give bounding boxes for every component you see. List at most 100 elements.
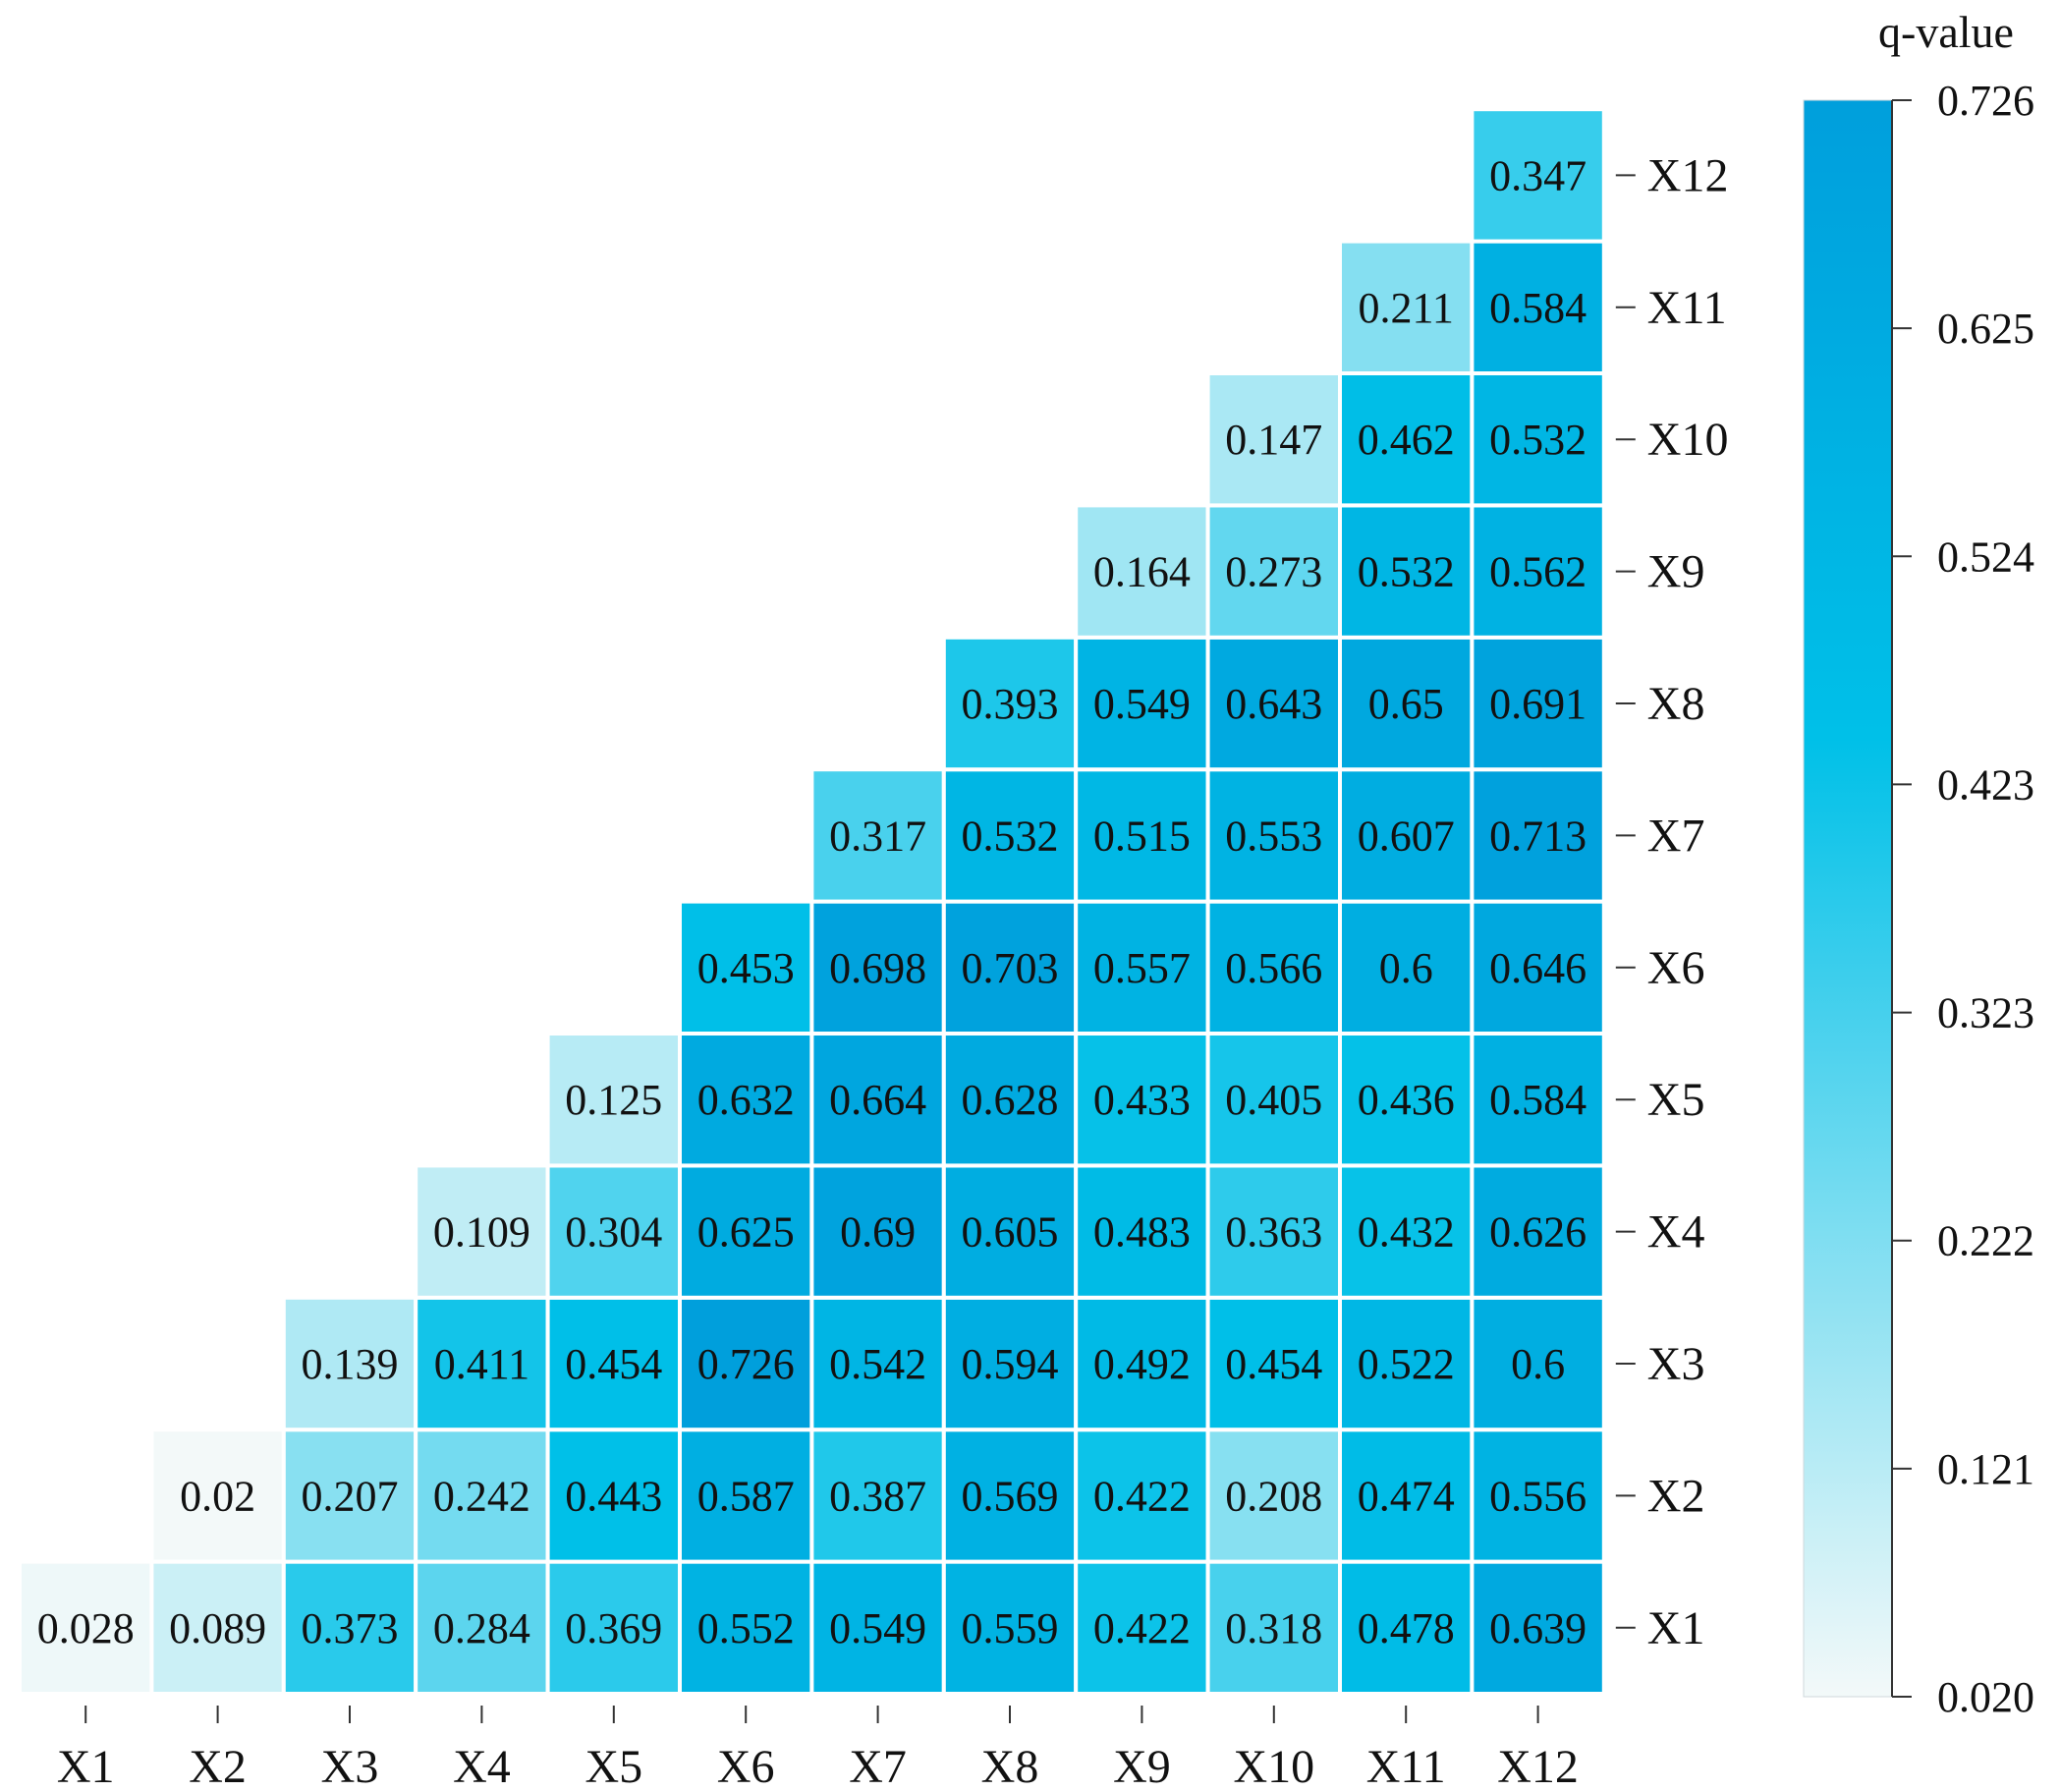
y-tick-label: X2 xyxy=(1647,1470,1705,1522)
cell-value-label: 0.553 xyxy=(1225,812,1322,860)
colorbar-tick-label: 0.726 xyxy=(1937,77,2034,125)
y-axis: X1 X2 X3 X4 X5 X6 X7 X8 X9 X10 X11 X12 xyxy=(1615,149,1729,1654)
cell-value-label: 0.208 xyxy=(1225,1472,1322,1520)
cell-value-label: 0.569 xyxy=(962,1472,1059,1520)
heatmap-cell-X8-X10 xyxy=(1205,635,1342,772)
y-tick-label: X6 xyxy=(1647,942,1705,994)
cell-value-label: 0.462 xyxy=(1358,416,1455,464)
colorbar-tick-label: 0.423 xyxy=(1937,760,2034,809)
cell-value-label: 0.363 xyxy=(1225,1208,1322,1257)
heatmap-cell-X6-X8 xyxy=(941,899,1079,1036)
cell-value-label: 0.726 xyxy=(697,1340,795,1388)
heatmap-cell-X6-X12 xyxy=(1470,899,1606,1036)
cell-value-label: 0.562 xyxy=(1489,548,1587,596)
x-axis: X1 X2 X3 X4 X5 X6 X7 X8 X9 X10 X11 X12 xyxy=(57,1706,1579,1792)
heatmap-cell-X1-X2 xyxy=(149,1559,286,1696)
heatmap-cell-X7-X8 xyxy=(941,767,1079,904)
cell-value-label: 0.369 xyxy=(565,1604,662,1652)
heatmap-cell-X5-X11 xyxy=(1338,1032,1475,1168)
heatmap-cell-X4-X12 xyxy=(1470,1163,1606,1300)
cell-value-label: 0.625 xyxy=(697,1208,795,1257)
x-tick-label: X4 xyxy=(453,1741,511,1792)
x-tick-label: X3 xyxy=(321,1741,379,1792)
cell-value-label: 0.639 xyxy=(1489,1604,1587,1652)
heatmap-cell-X5-X12 xyxy=(1470,1032,1606,1168)
cell-value-label: 0.125 xyxy=(565,1076,662,1124)
heatmap-cell-X4-X11 xyxy=(1338,1163,1475,1300)
heatmap-cell-X2-X12 xyxy=(1470,1428,1606,1564)
heatmap-cell-X10-X12 xyxy=(1470,371,1606,508)
heatmap-cell-X1-X7 xyxy=(809,1559,946,1696)
cell-value-label: 0.432 xyxy=(1358,1208,1455,1257)
cell-value-label: 0.436 xyxy=(1358,1076,1455,1124)
cell-value-label: 0.703 xyxy=(962,944,1059,992)
x-tick-label: X12 xyxy=(1497,1741,1579,1792)
heatmap-cell-X6-X9 xyxy=(1074,899,1210,1036)
cell-value-label: 0.433 xyxy=(1093,1076,1191,1124)
cell-value-label: 0.483 xyxy=(1093,1208,1191,1257)
x-tick-label: X1 xyxy=(57,1741,115,1792)
cell-value-label: 0.454 xyxy=(565,1340,662,1388)
colorbar-tick-label: 0.323 xyxy=(1937,989,2034,1037)
cell-value-label: 0.626 xyxy=(1489,1208,1587,1257)
x-tick-label: X2 xyxy=(189,1741,247,1792)
cell-value-label: 0.6 xyxy=(1511,1340,1565,1388)
y-tick-label: X12 xyxy=(1647,149,1729,201)
cell-value-label: 0.605 xyxy=(962,1208,1059,1257)
y-tick-label: X9 xyxy=(1647,546,1705,598)
y-tick-label: X4 xyxy=(1647,1206,1705,1259)
heatmap-cell-X6-X10 xyxy=(1205,899,1342,1036)
colorbar-tick-label: 0.222 xyxy=(1937,1217,2034,1265)
cell-value-label: 0.454 xyxy=(1225,1340,1322,1388)
cell-value-label: 0.632 xyxy=(697,1076,795,1124)
cell-value-label: 0.584 xyxy=(1489,1076,1587,1124)
heatmap-cell-X5-X7 xyxy=(809,1032,946,1168)
y-tick-label: X10 xyxy=(1647,414,1729,466)
heatmap-cell-X4-X5 xyxy=(545,1163,682,1300)
cell-value-label: 0.422 xyxy=(1093,1472,1191,1520)
heatmap-cell-X1-X8 xyxy=(941,1559,1079,1696)
cell-value-label: 0.089 xyxy=(169,1604,266,1652)
heatmap-cell-X11-X12 xyxy=(1470,239,1606,375)
y-tick-label: X1 xyxy=(1647,1602,1705,1654)
heatmap-cell-X11-X11 xyxy=(1338,239,1475,375)
cell-value-label: 0.532 xyxy=(1358,548,1455,596)
cell-value-label: 0.474 xyxy=(1358,1472,1455,1520)
cell-value-label: 0.164 xyxy=(1093,548,1191,596)
cell-value-label: 0.318 xyxy=(1225,1604,1322,1652)
heatmap-cell-X1-X10 xyxy=(1205,1559,1342,1696)
cell-value-label: 0.284 xyxy=(433,1604,530,1652)
heatmap-cell-X4-X4 xyxy=(414,1163,550,1300)
heatmap-cell-X7-X9 xyxy=(1074,767,1210,904)
heatmap-cell-X4-X8 xyxy=(941,1163,1079,1300)
heatmap-cell-X2-X5 xyxy=(545,1428,682,1564)
cell-value-label: 0.109 xyxy=(433,1208,530,1257)
cell-value-label: 0.405 xyxy=(1225,1076,1322,1124)
heatmap-cell-X10-X10 xyxy=(1205,371,1342,508)
cell-value-label: 0.713 xyxy=(1489,812,1587,860)
heatmap-cell-X2-X9 xyxy=(1074,1428,1210,1564)
cell-value-label: 0.478 xyxy=(1358,1604,1455,1652)
colorbar-tick-label: 0.524 xyxy=(1937,532,2034,581)
x-tick-label: X8 xyxy=(981,1741,1039,1792)
cell-value-label: 0.65 xyxy=(1368,680,1444,728)
cell-value-label: 0.532 xyxy=(1489,416,1587,464)
heatmap-cell-X8-X8 xyxy=(941,635,1079,772)
cell-value-label: 0.552 xyxy=(697,1604,795,1652)
y-tick-label: X5 xyxy=(1647,1074,1705,1126)
heatmap-cell-X7-X12 xyxy=(1470,767,1606,904)
cell-value-label: 0.549 xyxy=(829,1604,926,1652)
cell-value-label: 0.664 xyxy=(829,1076,926,1124)
cell-value-label: 0.643 xyxy=(1225,680,1322,728)
cell-value-label: 0.515 xyxy=(1093,812,1191,860)
cell-value-label: 0.566 xyxy=(1225,944,1322,992)
y-tick-label: X7 xyxy=(1647,810,1705,862)
heatmap-cell-X12-X12 xyxy=(1470,107,1606,244)
cell-value-label: 0.207 xyxy=(302,1472,399,1520)
heatmap-cell-X3-X4 xyxy=(414,1295,550,1432)
cell-value-label: 0.691 xyxy=(1489,680,1587,728)
heatmap-cell-X3-X6 xyxy=(678,1295,814,1432)
heatmap-cell-X7-X10 xyxy=(1205,767,1342,904)
colorbar-tick-label: 0.625 xyxy=(1937,305,2034,353)
